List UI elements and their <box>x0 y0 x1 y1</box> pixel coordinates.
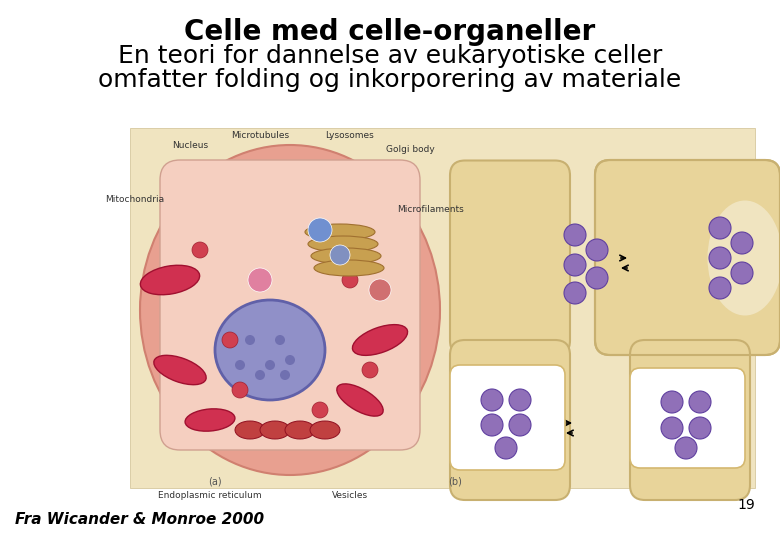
Circle shape <box>369 279 391 301</box>
Circle shape <box>235 360 245 370</box>
Ellipse shape <box>310 421 340 439</box>
Circle shape <box>586 239 608 261</box>
Circle shape <box>509 389 531 411</box>
Text: Nucleus: Nucleus <box>172 140 208 150</box>
Ellipse shape <box>308 236 378 252</box>
Circle shape <box>255 370 265 380</box>
Circle shape <box>495 437 517 459</box>
Ellipse shape <box>337 384 383 416</box>
Circle shape <box>661 417 683 439</box>
Bar <box>130 128 755 488</box>
Text: (b): (b) <box>448 477 462 487</box>
FancyBboxPatch shape <box>450 365 565 470</box>
Ellipse shape <box>353 325 408 355</box>
Ellipse shape <box>140 145 440 475</box>
FancyBboxPatch shape <box>160 160 420 450</box>
Text: Fra Wicander & Monroe 2000: Fra Wicander & Monroe 2000 <box>15 512 264 528</box>
Text: Vesicles: Vesicles <box>332 490 368 500</box>
Ellipse shape <box>305 224 375 240</box>
Circle shape <box>312 402 328 418</box>
FancyBboxPatch shape <box>450 160 570 355</box>
Ellipse shape <box>285 421 315 439</box>
FancyBboxPatch shape <box>450 340 570 500</box>
Circle shape <box>280 370 290 380</box>
Circle shape <box>709 217 731 239</box>
Ellipse shape <box>140 265 200 295</box>
Text: Golgi body: Golgi body <box>385 145 434 154</box>
Circle shape <box>731 232 753 254</box>
Circle shape <box>232 382 248 398</box>
Circle shape <box>192 242 208 258</box>
Circle shape <box>709 277 731 299</box>
Ellipse shape <box>154 355 206 384</box>
Text: Microtubules: Microtubules <box>231 131 289 139</box>
Circle shape <box>731 262 753 284</box>
Circle shape <box>661 391 683 413</box>
FancyBboxPatch shape <box>630 368 745 468</box>
Text: Endoplasmic reticulum: Endoplasmic reticulum <box>158 490 262 500</box>
Circle shape <box>275 335 285 345</box>
Text: (a): (a) <box>208 477 222 487</box>
Circle shape <box>564 254 586 276</box>
Circle shape <box>586 267 608 289</box>
Circle shape <box>564 224 586 246</box>
Text: Mitochondria: Mitochondria <box>105 195 165 205</box>
Text: En teori for dannelse av eukaryotiske celler: En teori for dannelse av eukaryotiske ce… <box>118 44 662 68</box>
FancyBboxPatch shape <box>630 340 750 500</box>
Circle shape <box>564 282 586 304</box>
Circle shape <box>689 391 711 413</box>
Circle shape <box>709 247 731 269</box>
Text: 19: 19 <box>737 498 755 512</box>
Text: Lysosomes: Lysosomes <box>325 131 374 139</box>
Circle shape <box>248 268 272 292</box>
Circle shape <box>285 355 295 365</box>
Ellipse shape <box>260 421 290 439</box>
Ellipse shape <box>235 421 265 439</box>
Ellipse shape <box>185 409 235 431</box>
Circle shape <box>330 245 350 265</box>
Text: Celle med celle-organeller: Celle med celle-organeller <box>184 18 596 46</box>
Ellipse shape <box>311 248 381 264</box>
Circle shape <box>481 389 503 411</box>
Circle shape <box>689 417 711 439</box>
Circle shape <box>509 414 531 436</box>
Circle shape <box>675 437 697 459</box>
Circle shape <box>342 272 358 288</box>
Circle shape <box>222 332 238 348</box>
Circle shape <box>265 360 275 370</box>
FancyBboxPatch shape <box>595 160 780 355</box>
Circle shape <box>245 335 255 345</box>
Circle shape <box>481 414 503 436</box>
Text: omfatter folding og inkorporering av materiale: omfatter folding og inkorporering av mat… <box>98 68 682 92</box>
Text: Microfilaments: Microfilaments <box>396 206 463 214</box>
Ellipse shape <box>314 260 384 276</box>
Ellipse shape <box>707 200 780 315</box>
Circle shape <box>362 362 378 378</box>
Circle shape <box>308 218 332 242</box>
Ellipse shape <box>215 300 325 400</box>
